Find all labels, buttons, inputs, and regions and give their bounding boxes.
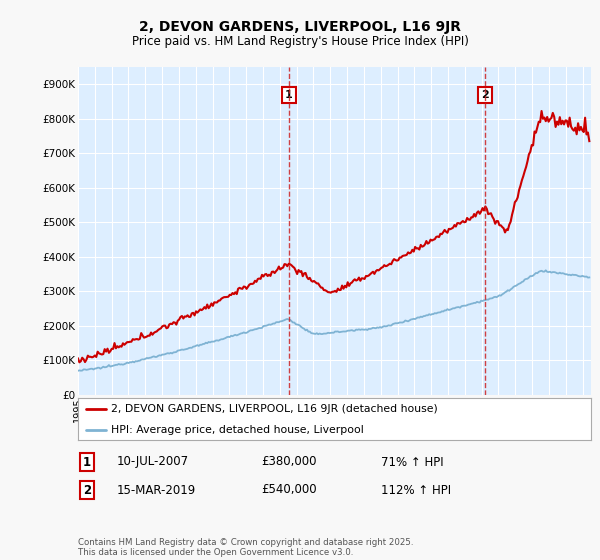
Text: Price paid vs. HM Land Registry's House Price Index (HPI): Price paid vs. HM Land Registry's House …: [131, 35, 469, 48]
Text: 71% ↑ HPI: 71% ↑ HPI: [381, 455, 443, 469]
Text: £540,000: £540,000: [261, 483, 317, 497]
Text: £380,000: £380,000: [261, 455, 317, 469]
Text: 2: 2: [481, 90, 489, 100]
Text: 112% ↑ HPI: 112% ↑ HPI: [381, 483, 451, 497]
Text: 1: 1: [83, 455, 91, 469]
Text: 2: 2: [83, 483, 91, 497]
Text: HPI: Average price, detached house, Liverpool: HPI: Average price, detached house, Live…: [112, 426, 364, 435]
Text: Contains HM Land Registry data © Crown copyright and database right 2025.
This d: Contains HM Land Registry data © Crown c…: [78, 538, 413, 557]
Text: 2, DEVON GARDENS, LIVERPOOL, L16 9JR (detached house): 2, DEVON GARDENS, LIVERPOOL, L16 9JR (de…: [112, 404, 438, 414]
Text: 15-MAR-2019: 15-MAR-2019: [117, 483, 196, 497]
Text: 2, DEVON GARDENS, LIVERPOOL, L16 9JR: 2, DEVON GARDENS, LIVERPOOL, L16 9JR: [139, 20, 461, 34]
Text: 10-JUL-2007: 10-JUL-2007: [117, 455, 189, 469]
Text: 1: 1: [285, 90, 293, 100]
